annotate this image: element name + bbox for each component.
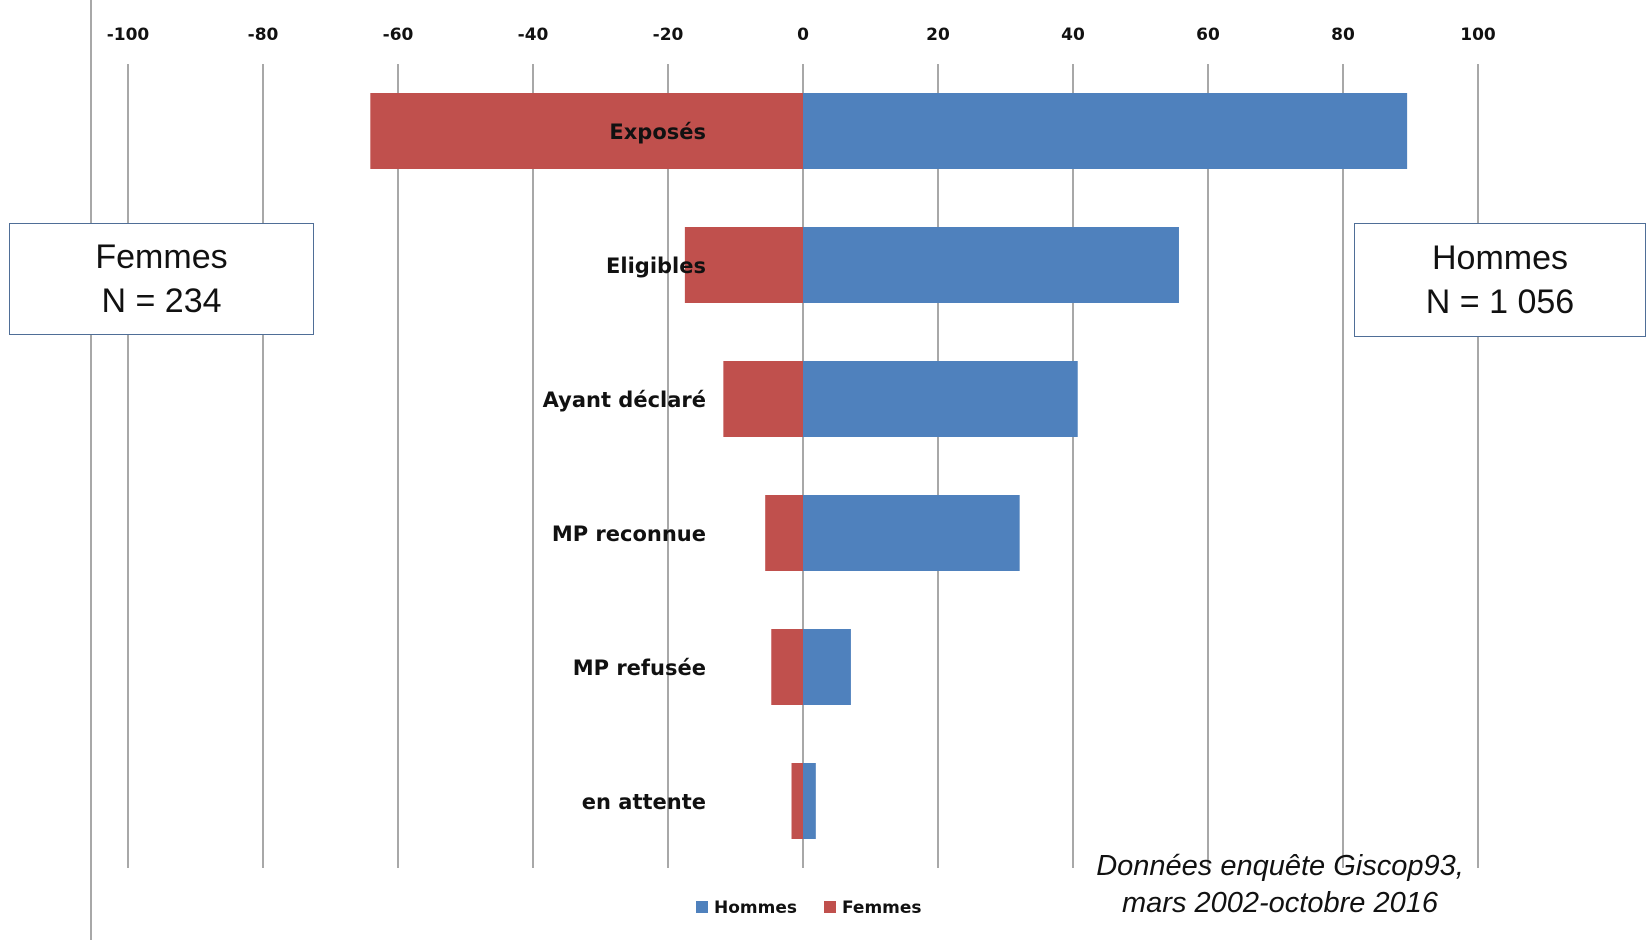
hommes-callout-title: Hommes: [1431, 238, 1569, 277]
bar-femmes: [684, 227, 803, 303]
legend-item-hommes-swatch: [696, 901, 708, 913]
category-label: MP refusée: [573, 656, 706, 680]
x-tick-label: -20: [653, 25, 684, 45]
category-label: Ayant déclaré: [543, 388, 706, 412]
legend-item-hommes-label: Hommes: [714, 898, 797, 918]
bar-femmes: [771, 629, 803, 705]
femmes-callout-box: Femmes N = 234: [9, 223, 314, 335]
bar-hommes: [803, 629, 851, 705]
bar-femmes: [723, 361, 803, 437]
source-note-line-2: mars 2002-octobre 2016: [1122, 887, 1438, 920]
category-label: MP reconnue: [552, 522, 706, 546]
category-label: en attente: [582, 790, 706, 814]
x-tick-label: -100: [107, 25, 150, 45]
source-note-line-1: Données enquête Giscop93,: [1096, 850, 1464, 882]
gridlines: [127, 64, 1479, 868]
category-label: Exposés: [609, 120, 706, 144]
bar-hommes: [803, 227, 1179, 303]
hommes-callout-box: Hommes N = 1 056: [1354, 223, 1646, 337]
x-tick-label: 80: [1331, 25, 1355, 45]
femmes-callout-count: N = 234: [101, 282, 222, 320]
x-tick-label: 0: [797, 25, 809, 45]
bar-hommes: [803, 93, 1408, 169]
x-tick-label: 20: [926, 25, 950, 45]
x-tick-label: 100: [1460, 25, 1496, 45]
bar-hommes: [803, 361, 1078, 437]
legend-item-femmes-label: Femmes: [842, 898, 922, 918]
bar-femmes: [791, 763, 803, 839]
x-tick-label: -40: [518, 25, 549, 45]
x-tick-label: 60: [1196, 25, 1220, 45]
bar-hommes: [803, 763, 816, 839]
x-axis-ticks: -100 -80 -60 -40 -20 0 20 40 60 80 100: [107, 25, 1496, 45]
bar-hommes: [803, 495, 1020, 571]
legend: Hommes Femmes: [696, 898, 922, 918]
x-tick-label: 40: [1061, 25, 1085, 45]
category-label: Eligibles: [606, 254, 706, 278]
x-tick-label: -60: [383, 25, 414, 45]
hommes-callout-count: N = 1 056: [1425, 283, 1575, 321]
category-labels: Exposés Eligibles Ayant déclaré MP reconnue…: [543, 120, 706, 814]
legend-item-femmes-swatch: [824, 901, 836, 913]
bar-femmes: [765, 495, 803, 571]
bars: [370, 93, 1408, 839]
x-tick-label: -80: [248, 25, 279, 45]
bar-femmes: [370, 93, 803, 169]
femmes-callout-title: Femmes: [95, 237, 228, 276]
source-note: Données enquête Giscop93, mars 2002-octo…: [1050, 848, 1510, 922]
